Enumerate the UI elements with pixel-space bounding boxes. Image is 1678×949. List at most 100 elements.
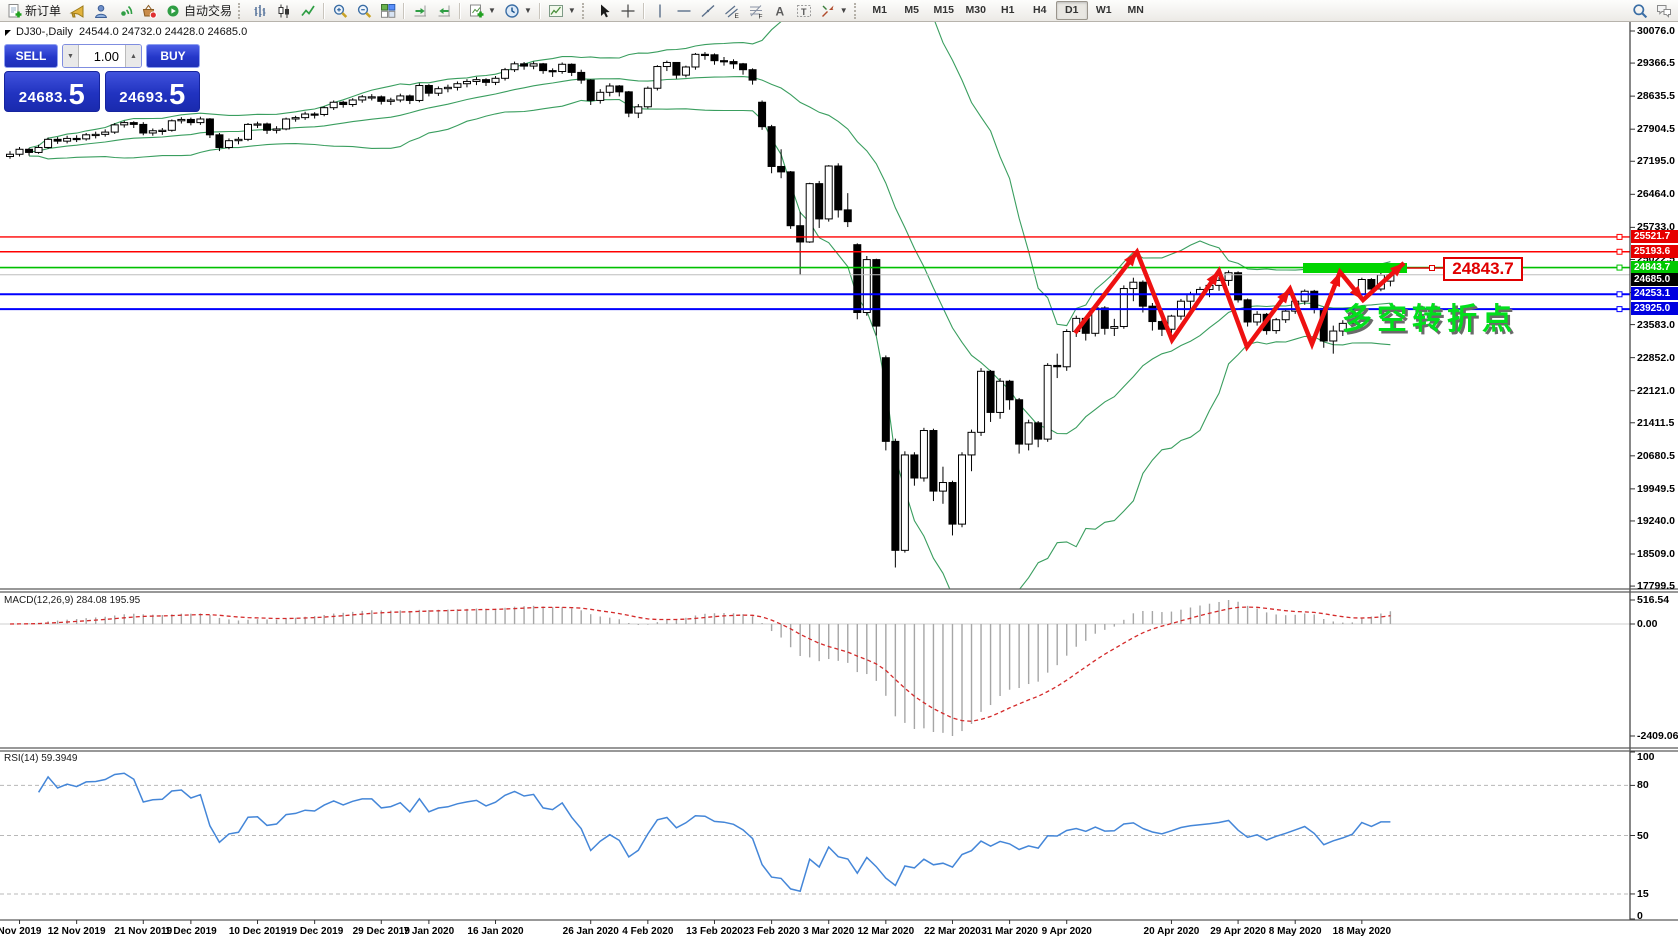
zoom-in-button[interactable] — [328, 0, 352, 21]
symbol-period-label: DJ30-,Daily — [16, 26, 73, 38]
toolbar-separator — [459, 2, 462, 19]
line-chart-button[interactable] — [296, 0, 320, 21]
analyst-drawings[interactable] — [1073, 247, 1443, 352]
autodot-icon — [167, 5, 179, 16]
doc-plus-icon — [8, 3, 22, 17]
one-click-collapse-icon[interactable] — [5, 30, 11, 36]
horn-icon[interactable] — [65, 0, 89, 21]
volume-stepper[interactable]: ▼ 1.00 ▲ — [62, 44, 142, 68]
hline-icon — [677, 9, 691, 12]
toolbar-separator — [642, 2, 645, 19]
textT-icon: T — [796, 4, 811, 17]
profile-icon — [548, 4, 563, 17]
chart-profile-button[interactable]: ▼ — [544, 0, 580, 21]
chat-button[interactable] — [1652, 0, 1676, 21]
ask-main-digits: 24693. — [119, 89, 169, 106]
pane-borders — [0, 22, 1678, 924]
new-chart-button[interactable]: ▼ — [464, 0, 500, 21]
svg-text:T: T — [801, 6, 807, 16]
auto-scroll-button[interactable] — [408, 0, 432, 21]
bar-chart-button[interactable] — [248, 0, 272, 21]
toolbar-drag-handle[interactable] — [238, 2, 244, 19]
toolbar-separator — [403, 2, 406, 19]
fibonacci-button[interactable]: F — [744, 0, 768, 21]
timeframe-M1[interactable]: M1 — [872, 4, 888, 16]
timeframe-M5[interactable]: M5 — [904, 4, 920, 16]
bid-main-digits: 24683. — [18, 89, 68, 106]
timeframe-MN[interactable]: MN — [1127, 4, 1144, 16]
rsi-pane-series — [0, 772, 1630, 895]
price-callout-label[interactable]: 24843.7 — [1443, 257, 1523, 281]
chart-shift-button[interactable] — [432, 0, 456, 21]
arrows-button[interactable]: ▼ — [816, 0, 852, 21]
timeframe-H4[interactable]: H4 — [1033, 4, 1047, 16]
periodicity-button[interactable]: ▼ — [500, 0, 536, 21]
autotrading-button[interactable]: 自动交易 — [161, 0, 236, 21]
toolbar-drag-handle[interactable] — [853, 2, 860, 19]
zoom-in-icon — [333, 4, 348, 18]
chevron-down-icon[interactable]: ▼ — [488, 6, 496, 15]
chart-title: DJ30-,Daily 24544.0 24732.0 24428.0 2468… — [16, 26, 247, 38]
chevron-down-icon[interactable]: ▼ — [567, 6, 576, 15]
vertical-line-button[interactable] — [648, 0, 672, 21]
shiftback-icon — [438, 5, 451, 16]
svg-text:E: E — [734, 13, 739, 19]
volume-down-button[interactable]: ▼ — [63, 45, 79, 67]
buy-button[interactable]: BUY — [146, 44, 200, 68]
sell-button[interactable]: SELL — [4, 44, 58, 68]
timeframe-H1[interactable]: H1 — [1001, 4, 1015, 16]
candlestick-chart-button[interactable] — [272, 0, 296, 21]
textA-icon: A — [775, 4, 784, 18]
candlestick-series — [6, 52, 1395, 568]
volume-up-button[interactable]: ▲ — [125, 45, 141, 67]
candles2-icon — [278, 4, 290, 18]
text-button[interactable]: A — [768, 0, 792, 21]
text-label-button[interactable]: T — [792, 0, 816, 21]
ask-frac-digit: 5 — [169, 79, 186, 111]
horn-icon — [69, 4, 84, 18]
timeframe-M15[interactable]: M15 — [933, 4, 954, 16]
green-zone-rectangle[interactable] — [1303, 263, 1407, 273]
ask-price[interactable]: 24693. 5 — [104, 71, 200, 112]
vline-icon — [659, 4, 661, 17]
svg-text:F: F — [758, 13, 762, 19]
signals-icon[interactable] — [113, 0, 137, 21]
tile-windows-button[interactable] — [376, 0, 400, 21]
toolbar-separator — [538, 2, 541, 19]
toolbar-drag-handle[interactable] — [581, 2, 588, 19]
community-icon[interactable] — [89, 0, 113, 21]
zigzag-trend-arrows[interactable] — [1073, 247, 1406, 352]
timeframe-W1[interactable]: W1 — [1095, 4, 1112, 16]
toolbar-separator — [323, 2, 326, 19]
clock-icon — [505, 3, 519, 18]
chat-icon — [1657, 4, 1671, 18]
chevron-down-icon[interactable]: ▼ — [839, 6, 848, 15]
cursor-button[interactable] — [592, 0, 616, 21]
signal-icon — [121, 5, 133, 16]
toolbar: 新订单 自动交易 ▼ ▼ ▼ E F A T ▼ M1 M5 M15 M30 H1 H4 D1 W1 MN — [0, 0, 1678, 22]
equidistant-channel-button[interactable]: E — [720, 0, 744, 21]
search-button[interactable] — [1628, 0, 1652, 21]
chevron-down-icon[interactable]: ▼ — [523, 6, 532, 15]
new-order-button-label: 新订单 — [25, 4, 62, 18]
volume-value[interactable]: 1.00 — [93, 48, 119, 64]
bid-price[interactable]: 24683. 5 — [4, 71, 100, 112]
basket-icon — [142, 4, 157, 19]
crosshair-button[interactable] — [616, 0, 640, 21]
bollinger-bands — [28, 22, 1391, 589]
crosshair-icon — [621, 4, 635, 17]
new-order-button[interactable]: 新订单 — [2, 0, 65, 21]
svg-text:A: A — [775, 4, 784, 18]
timeframe-D1[interactable]: D1 — [1055, 1, 1088, 20]
timeframe-M30[interactable]: M30 — [965, 4, 986, 16]
market-icon[interactable] — [137, 0, 161, 21]
trendline-button[interactable] — [696, 0, 720, 21]
horizontal-line-button[interactable] — [672, 0, 696, 21]
zoom-out-button[interactable] — [352, 0, 376, 21]
autotrading-button-label: 自动交易 — [184, 4, 233, 18]
cursor-icon — [600, 4, 610, 17]
turning-point-annotation[interactable]: 多空转折点 — [1342, 303, 1517, 336]
linechart-icon — [301, 5, 315, 16]
